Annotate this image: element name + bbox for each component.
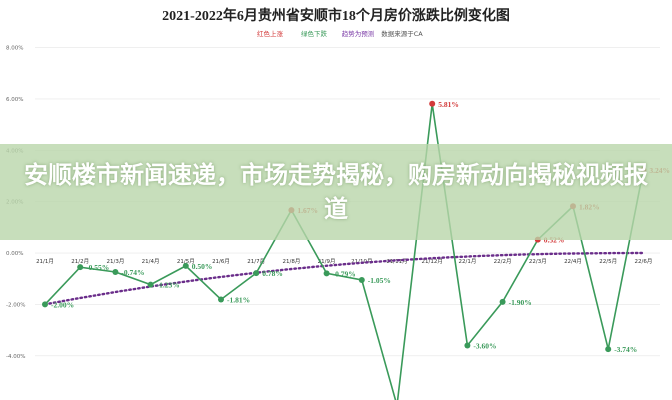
trend-line [43, 251, 645, 306]
data-label: -0.74% [121, 268, 144, 277]
x-tick-label: 22/1月 [458, 258, 476, 265]
data-point [182, 262, 189, 269]
x-tick-label: 22/3月 [529, 258, 547, 265]
y-tick-label: -4.00% [6, 354, 25, 360]
data-point [77, 264, 84, 271]
headline-banner [0, 144, 672, 240]
x-tick-label: 22/5月 [599, 258, 617, 265]
x-axis: 21/1月 21/2月 21/3月 21/4月 21/5月 21/6月 21/7月 21/8月… [36, 258, 652, 265]
data-point [429, 100, 436, 107]
x-tick-label: 21/7月 [247, 258, 265, 265]
x-tick-label: 21/8月 [282, 258, 300, 265]
data-point [42, 301, 48, 308]
x-tick-label: 21/9月 [318, 258, 336, 265]
x-tick-label: 21/11月 [386, 258, 407, 265]
data-label: -1.90% [509, 298, 532, 307]
data-point [253, 270, 260, 277]
x-tick-label: 22/4月 [564, 258, 582, 265]
x-tick-label: 22/6月 [634, 258, 652, 265]
data-label: -1.05% [368, 276, 391, 285]
data-point [323, 270, 330, 277]
legend-entry: 趋势为预测 [342, 29, 375, 38]
data-point [499, 298, 506, 305]
data-label: 5.81% [438, 100, 459, 109]
data-point [147, 281, 154, 288]
data-label: -0.55% [86, 263, 109, 272]
data-label: -1.23% [157, 281, 180, 290]
x-tick-label: 22/2月 [494, 258, 512, 265]
data-label: -2.00% [51, 300, 74, 309]
x-tick-label: 21/1月 [36, 258, 54, 265]
data-point [358, 277, 365, 284]
y-tick-label: -2.00% [6, 302, 25, 308]
legend-entry: 数据来源于CA [381, 29, 423, 38]
data-label: -0.79% [333, 269, 356, 278]
data-point [112, 269, 119, 276]
x-tick-label: 21/4月 [142, 258, 160, 265]
data-label: -1.81% [227, 296, 250, 305]
x-tick-label: 21/3月 [106, 258, 124, 265]
y-tick-label: 8.00% [6, 46, 23, 52]
data-label: 0.78% [262, 269, 283, 278]
data-point [605, 346, 612, 353]
legend-entry: 红色上涨 [257, 29, 284, 38]
data-point [464, 342, 471, 349]
data-label: 0.50% [192, 262, 213, 271]
y-tick-label: 0.00% [6, 251, 23, 257]
y-tick-label: 6.00% [6, 97, 23, 103]
x-tick-label: 21/10月 [351, 258, 372, 265]
data-label: 0.52% [544, 236, 565, 245]
x-tick-label: 21/2月 [71, 258, 89, 265]
x-tick-label: 21/12月 [422, 258, 443, 265]
chart-legend: 红色上涨 绿色下跌 趋势为预测 数据来源于CA [257, 29, 423, 38]
x-tick-label: 21/5月 [177, 258, 195, 265]
x-tick-label: 21/6月 [212, 258, 230, 265]
data-label: -3.74% [614, 345, 637, 354]
headline-text: 安顺楼市新闻速递，市场走势揭秘，购房新动向揭秘视频报道 [24, 161, 648, 223]
chart-title: 2021-2022年6月贵州省安顺市18个月房价涨跌比例变化图 [162, 7, 510, 24]
legend-entry: 绿色下跌 [301, 29, 328, 38]
data-label: -3.60% [473, 342, 496, 351]
data-point [218, 296, 224, 303]
